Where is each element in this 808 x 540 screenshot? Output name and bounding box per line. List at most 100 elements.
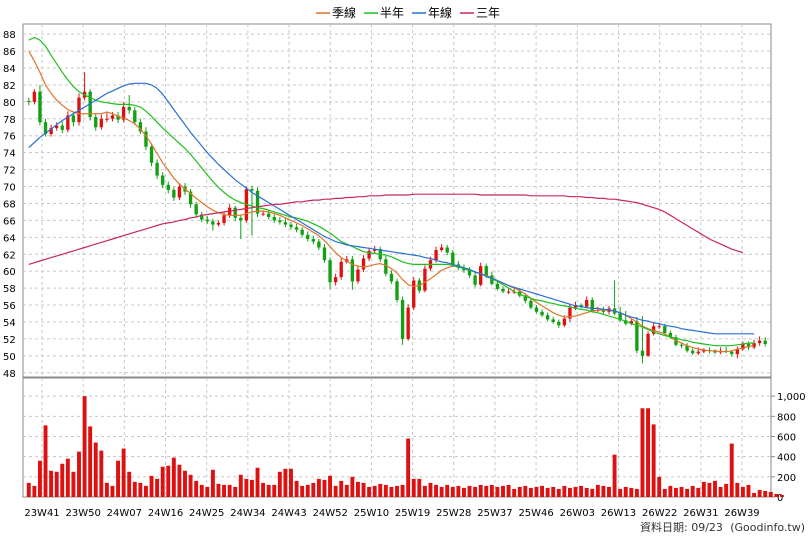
candle-body — [763, 340, 767, 344]
footer-source: (Goodinfo.tw) — [730, 521, 805, 534]
candle-body — [222, 215, 226, 223]
volume-bar — [311, 482, 316, 497]
x-tick-label: 25W28 — [436, 508, 471, 519]
candle-body — [99, 118, 103, 128]
x-tick-label: 23W50 — [66, 508, 101, 519]
volume-bar — [261, 482, 266, 497]
candle-body — [439, 247, 444, 251]
candle-body — [757, 340, 762, 344]
volume-bar — [183, 470, 187, 497]
volume-bar — [701, 481, 706, 497]
candle-body — [590, 299, 594, 311]
legend-label-2: 年線 — [428, 5, 452, 20]
volume-bar — [110, 485, 115, 497]
candle-body — [144, 131, 148, 147]
volume-bar — [406, 438, 411, 497]
volume-bar — [428, 482, 433, 497]
volume-bar — [99, 450, 104, 497]
volume-bar — [774, 493, 779, 497]
price-tick-label: 50 — [3, 352, 16, 363]
volume-bar — [238, 474, 243, 497]
candle-body — [551, 319, 555, 322]
candle-body — [43, 122, 48, 135]
volume-bar — [49, 470, 54, 497]
volume-bar — [668, 485, 673, 497]
volume-bar — [121, 448, 126, 497]
candle-body — [479, 266, 483, 285]
volume-bar — [383, 484, 388, 497]
volume-bar — [629, 487, 634, 497]
x-tick-label: 24W07 — [107, 508, 142, 519]
candle-body — [545, 315, 550, 320]
volume-bar — [155, 478, 160, 497]
price-tick-label: 80 — [3, 98, 16, 109]
volume-bar — [60, 463, 65, 497]
volume-bar — [339, 480, 344, 497]
candle-body — [473, 275, 477, 285]
volume-bar — [305, 484, 310, 497]
volume-bar — [177, 464, 182, 497]
candle-body — [149, 146, 154, 163]
price-tick-label: 88 — [3, 30, 16, 41]
candle-body — [27, 101, 31, 103]
x-tick-label: 23W41 — [24, 508, 59, 519]
x-tick-label: 24W43 — [271, 508, 306, 519]
volume-bar — [199, 484, 204, 497]
candle-body — [467, 270, 472, 276]
candle-body — [216, 222, 221, 225]
volume-bar — [434, 484, 439, 497]
volume-bar — [478, 484, 483, 497]
candle-body — [267, 213, 271, 218]
candle-body — [434, 250, 438, 261]
volume-bar — [166, 465, 171, 497]
volume-bar — [534, 486, 539, 497]
candle-body — [640, 350, 645, 356]
candle-body — [406, 307, 410, 339]
volume-bar — [188, 474, 193, 497]
candle-body — [155, 162, 159, 176]
volume-bar — [746, 484, 751, 497]
candle-body — [278, 220, 282, 223]
candle-body — [205, 219, 209, 222]
x-tick-label: 25W19 — [395, 508, 430, 519]
candle-body — [116, 115, 120, 120]
volume-bar — [473, 486, 478, 497]
volume-bar — [567, 487, 572, 497]
volume-bar — [322, 479, 327, 497]
candle-body — [300, 229, 304, 235]
price-grid — [23, 24, 771, 377]
candle-body — [668, 332, 673, 338]
volume-bar — [651, 424, 656, 497]
volume-bar — [127, 471, 132, 497]
volume-bar — [707, 482, 712, 497]
x-tick-label: 25W37 — [477, 508, 512, 519]
volume-bar — [657, 476, 662, 497]
price-tick-label: 72 — [3, 166, 16, 177]
x-tick-label: 24W52 — [313, 508, 348, 519]
ma-line-0 — [28, 50, 755, 353]
volume-bar — [316, 478, 321, 497]
candle-body — [289, 224, 293, 228]
volume-bar — [367, 486, 372, 497]
volume-tick-label: 600 — [777, 432, 796, 443]
price-tick-label: 54 — [3, 318, 16, 329]
volume-bar — [757, 489, 762, 497]
candle-body — [127, 106, 131, 111]
price-tick-label: 84 — [3, 64, 16, 75]
ma-line-1 — [28, 36, 755, 347]
volume-bar — [718, 486, 723, 497]
price-tick-label: 56 — [3, 301, 16, 312]
candle-body — [121, 106, 126, 120]
candle-body — [557, 321, 561, 326]
volume-bar — [411, 478, 416, 497]
candle-body — [423, 268, 427, 291]
volume-tick-label: 1,000 — [777, 392, 806, 403]
legend-label-0: 季線 — [332, 5, 356, 20]
volume-bar — [439, 486, 444, 497]
candle-body — [629, 321, 633, 324]
candle-body — [730, 351, 734, 355]
price-tick-label: 82 — [3, 81, 16, 92]
volume-bar — [618, 488, 623, 497]
volume-tick-label: 800 — [777, 412, 796, 423]
